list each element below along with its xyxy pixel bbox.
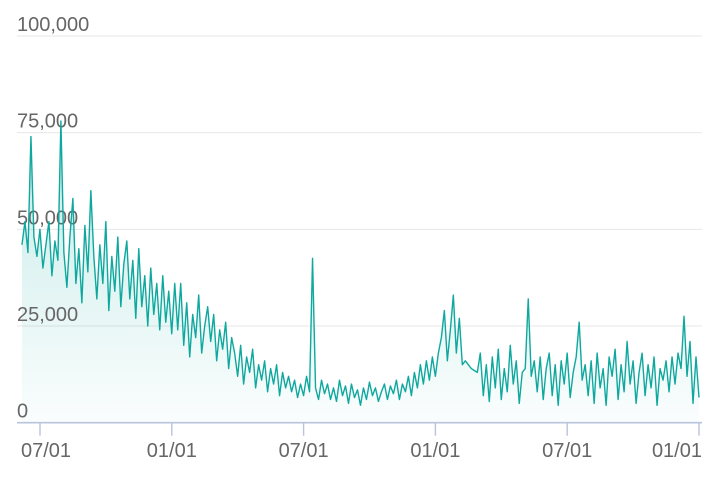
series-line (21, 120, 700, 406)
y-axis-label: 100,000 (17, 14, 89, 36)
x-axis-label: 01/01 (147, 440, 197, 462)
y-axis-label: 0 (17, 401, 28, 423)
x-axis-label: 07/01 (542, 440, 592, 462)
x-axis-label: 01/01 (410, 440, 460, 462)
y-axis-label: 50,000 (17, 207, 78, 229)
x-axis-label: 01/01 (652, 440, 702, 462)
y-axis-label: 75,000 (17, 111, 78, 133)
x-axis-label: 07/01 (21, 440, 71, 462)
y-axis-label: 25,000 (17, 304, 78, 326)
x-axis-label: 07/01 (279, 440, 329, 462)
